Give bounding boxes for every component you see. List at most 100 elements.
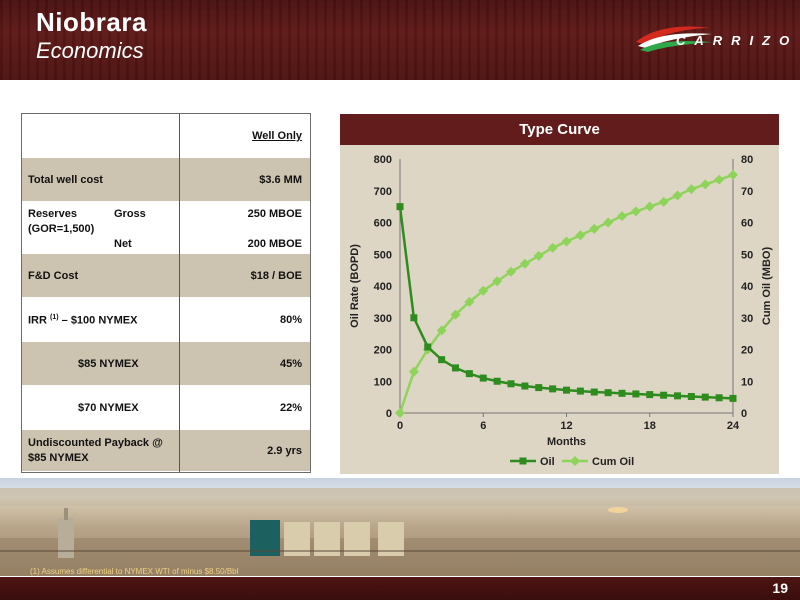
- data-point-oil: [729, 394, 737, 402]
- data-point-oil: [424, 343, 432, 351]
- data-point-oil: [646, 391, 654, 399]
- legend-marker-cum-oil: [570, 456, 580, 466]
- legend-marker-oil: [519, 457, 527, 465]
- footer-band: 19: [0, 577, 800, 600]
- row-value: $18 / BOE: [250, 270, 302, 282]
- data-point-cum-oil: [700, 179, 711, 190]
- y2-tick-label: 50: [741, 249, 753, 261]
- y-tick-label: 400: [374, 281, 392, 293]
- data-point-cum-oil: [547, 242, 558, 253]
- page-number: 19: [772, 580, 788, 596]
- table-row: $70 NYMEX 22%: [22, 386, 310, 430]
- data-point-oil: [521, 382, 529, 390]
- column-header: Well Only: [252, 130, 302, 142]
- x-tick-label: 18: [644, 420, 656, 432]
- table-row: Undiscounted Payback @ $85 NYMEX 2.9 yrs: [22, 430, 310, 472]
- data-point-oil: [674, 392, 681, 400]
- y2-tick-label: 40: [741, 281, 753, 293]
- y-tick-label: 100: [374, 376, 392, 388]
- chart-title: Type Curve: [519, 121, 600, 138]
- data-point-oil: [410, 314, 418, 322]
- page-subtitle: Economics: [36, 38, 144, 63]
- y2-tick-label: 20: [741, 345, 753, 357]
- row-label: F&D Cost: [28, 270, 79, 282]
- data-point-cum-oil: [617, 211, 627, 222]
- plot-background: [400, 159, 733, 413]
- data-point-oil: [687, 392, 695, 400]
- table-header-row: Well Only: [22, 114, 310, 158]
- row-label: $85 NYMEX: [28, 452, 89, 464]
- row-label-rest: – $100 NYMEX: [61, 314, 138, 327]
- data-point-cum-oil: [395, 408, 405, 418]
- data-point-cum-oil: [506, 266, 516, 277]
- data-point-oil: [465, 370, 473, 378]
- data-point-cum-oil: [519, 258, 530, 269]
- row-sublabel: Gross: [114, 208, 146, 220]
- x-axis-label: Months: [547, 436, 586, 448]
- data-point-oil: [507, 380, 515, 388]
- data-point-oil: [535, 384, 543, 392]
- table-row: $85 NYMEX 45%: [22, 342, 310, 386]
- row-value: $3.6 MM: [259, 174, 302, 186]
- data-point-cum-oil: [630, 206, 641, 217]
- data-point-oil: [479, 374, 487, 382]
- data-point-oil: [632, 390, 640, 398]
- y2-axis-label: Cum Oil (MBO): [761, 247, 773, 326]
- row-label-main: IRR: [28, 314, 47, 327]
- data-point-cum-oil: [561, 236, 572, 247]
- row-label: $70 NYMEX: [78, 402, 139, 414]
- data-point-cum-oil: [533, 250, 544, 261]
- row-label: IRR (1) – $100 NYMEX: [28, 314, 137, 327]
- data-point-oil: [590, 388, 598, 396]
- y-tick-label: 500: [374, 249, 392, 261]
- data-point-cum-oil: [408, 366, 419, 377]
- page-title: Niobrara: [36, 7, 147, 37]
- row-value: 200 MBOE: [247, 238, 302, 250]
- data-point-cum-oil: [728, 169, 738, 180]
- data-point-oil: [701, 393, 709, 401]
- data-point-cum-oil: [714, 174, 725, 185]
- y-axis-label: Oil Rate (BOPD): [349, 244, 361, 328]
- y2-tick-label: 70: [741, 186, 753, 198]
- economics-table: Well Only Total well cost $3.6 MM Reserv…: [21, 113, 311, 473]
- row-label: Total well cost: [28, 174, 103, 186]
- column-divider: [179, 114, 180, 472]
- x-tick-label: 12: [560, 420, 572, 432]
- data-point-oil: [604, 389, 612, 397]
- data-point-oil: [396, 203, 404, 211]
- table-row: Reserves Gross 250 MBOE (GOR=1,500) Net …: [22, 202, 310, 254]
- y2-tick-label: 80: [741, 154, 753, 166]
- field-photo: [0, 478, 800, 576]
- y-tick-label: 600: [374, 218, 392, 230]
- y-tick-label: 800: [374, 154, 392, 166]
- y2-tick-label: 60: [741, 218, 753, 230]
- data-point-cum-oil: [492, 276, 503, 287]
- y-tick-label: 0: [386, 408, 392, 420]
- row-label: Reserves: [28, 208, 77, 220]
- data-point-cum-oil: [575, 230, 586, 241]
- data-point-oil: [493, 377, 501, 385]
- data-point-cum-oil: [436, 325, 447, 336]
- header-band: Niobrara Economics CARRIZO: [0, 0, 800, 80]
- data-point-oil: [576, 387, 584, 395]
- row-label: Undiscounted Payback @: [28, 437, 163, 449]
- row-value: 250 MBOE: [247, 208, 302, 220]
- data-point-cum-oil: [464, 296, 475, 307]
- data-point-cum-oil: [672, 190, 683, 201]
- x-tick-label: 24: [727, 420, 740, 432]
- data-point-oil: [452, 364, 459, 372]
- row-value: 45%: [279, 358, 302, 370]
- data-point-oil: [549, 385, 557, 393]
- y-tick-label: 700: [374, 186, 392, 198]
- data-point-oil: [618, 389, 626, 397]
- data-point-oil: [715, 394, 723, 402]
- oilfield-scene-icon: [0, 488, 800, 576]
- carrizo-logo-icon: [636, 26, 712, 52]
- data-point-oil: [438, 356, 446, 364]
- y-tick-label: 200: [374, 345, 392, 357]
- table-row: IRR (1) – $100 NYMEX 80%: [22, 298, 310, 342]
- table-row: F&D Cost $18 / BOE: [22, 254, 310, 298]
- data-point-cum-oil: [450, 309, 461, 320]
- legend-label-oil: Oil: [540, 456, 555, 468]
- type-curve-chart: 0100200300400500600700800010203040506070…: [349, 154, 773, 468]
